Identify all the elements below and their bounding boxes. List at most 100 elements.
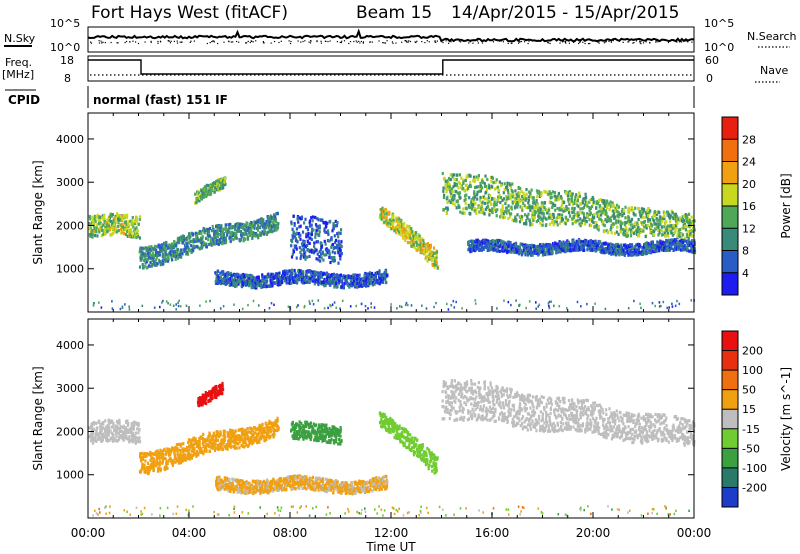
scatter-cell [255,233,258,238]
scatter-cell [572,238,575,242]
scatter-cell [531,243,534,247]
noise-search-dot [547,42,550,44]
scatter-cell [171,258,174,262]
scatter-cell [147,247,150,252]
scatter-cell [93,234,97,238]
scatter-cell [558,221,562,225]
scatter-cell [577,238,581,242]
scatter-cell [571,192,574,196]
scatter-cell [458,205,461,209]
scatter-cell [509,186,512,190]
noise-search-dot [679,40,682,42]
scatter-cell [589,211,593,215]
scatter-cell [339,248,342,253]
scatter-cell [669,239,672,243]
scatter-cell [503,244,507,248]
scatter-cell [538,210,541,214]
scatter-cell [627,219,630,223]
scatter-cell [289,269,292,274]
scatter-cell [506,249,509,253]
scatter-cell [381,279,384,283]
scatter-cell [283,273,286,278]
noise-search-dot [560,40,562,42]
scatter-cell [577,248,580,252]
scatter-cell [282,271,285,275]
scatter-cell [306,234,310,238]
scatter-cell [448,183,451,187]
scatter-cell [337,281,340,285]
scatter-cell [496,247,499,251]
scatter-cell [599,244,603,249]
scatter-cell [681,233,685,237]
scatter-cell [684,239,687,243]
scatter-cell [277,274,280,278]
scatter-cell [488,240,492,244]
scatter-cell [539,211,542,215]
scatter-cell [381,280,384,284]
scatter-cell [656,245,659,249]
scatter-cell [616,203,619,207]
scatter-cell [665,228,668,232]
scatter-cell [213,242,216,246]
scatter-cell [139,258,142,262]
scatter-cell [545,247,549,251]
scatter-cell [303,221,306,225]
scatter-cell [118,218,121,222]
scatter-cell [164,246,167,250]
scatter-cell [238,223,241,227]
scatter-cell [203,231,206,235]
scatter-cell [606,206,609,210]
scatter-cell [435,259,438,263]
scatter-cell [285,277,288,281]
noise-search-dot [383,42,385,44]
noise-search-dot [642,42,645,44]
scatter-cell [482,247,485,251]
scatter-cell [646,241,649,245]
scatter-cell [205,242,208,246]
scatter-cell [308,219,312,223]
scatter-cell [571,222,574,226]
scatter-cell [324,272,327,276]
scatter-cell [299,250,302,254]
scatter-cell [640,228,643,232]
scatter-cell [110,233,113,237]
scatter-cell [297,215,300,220]
scatter-cell [290,244,293,248]
scatter-cell [487,246,490,250]
scatter-cell [155,251,158,255]
scatter-cell [184,241,187,245]
scatter-cell [240,279,243,283]
scatter-cell [468,196,471,200]
scatter-cell [152,254,155,258]
scatter-cell [135,216,138,220]
scatter-cell [639,213,642,217]
scatter-cell [640,213,643,217]
scatter-cell [198,199,201,203]
scatter-cell [481,186,484,190]
scatter-cell [651,245,654,249]
scatter-cell [297,218,300,222]
scatter-cell [316,240,319,244]
scatter-cell [263,222,266,226]
scatter-cell [248,277,251,281]
noise-search-dot [640,43,642,45]
scatter-cell [548,192,551,196]
scatter-cell [579,202,582,206]
scatter-cell [665,220,668,224]
scatter-cell [472,179,475,183]
scatter-cell [332,274,335,278]
scatter-cell [230,235,233,239]
scatter-cell [105,221,108,225]
scatter-cell [585,195,588,200]
scatter-cell [409,241,412,245]
scatter-cell [687,212,691,216]
scatter-cell [250,225,254,229]
scatter-cell [545,223,548,227]
scatter-cell [686,235,689,239]
noise-search-dot [568,40,570,42]
noise-search-dot [633,42,635,44]
scatter-cell [99,215,102,219]
scatter-cell [627,217,630,221]
noise-search-dot [610,41,612,43]
scatter-cell [642,215,645,219]
